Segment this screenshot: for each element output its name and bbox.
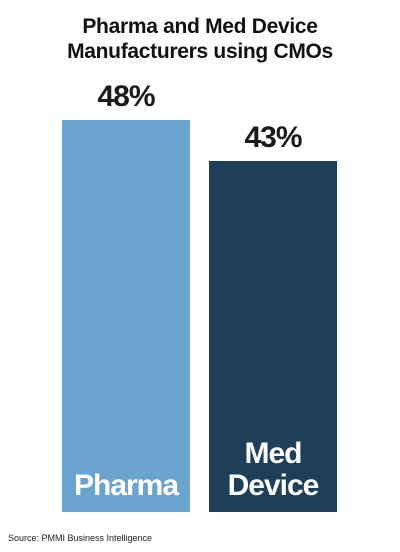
category-label: Pharma [73,469,179,502]
source-note: Source: PMMI Business Intelligence [8,533,153,543]
bar: Pharma [62,119,190,512]
value-label: 48% [97,79,155,113]
chart-title: Pharma and Med Device Manufacturers usin… [67,15,333,63]
value-label: 43% [244,120,302,154]
bar: Med Device [209,160,337,512]
category-label: Med Device [227,437,320,502]
